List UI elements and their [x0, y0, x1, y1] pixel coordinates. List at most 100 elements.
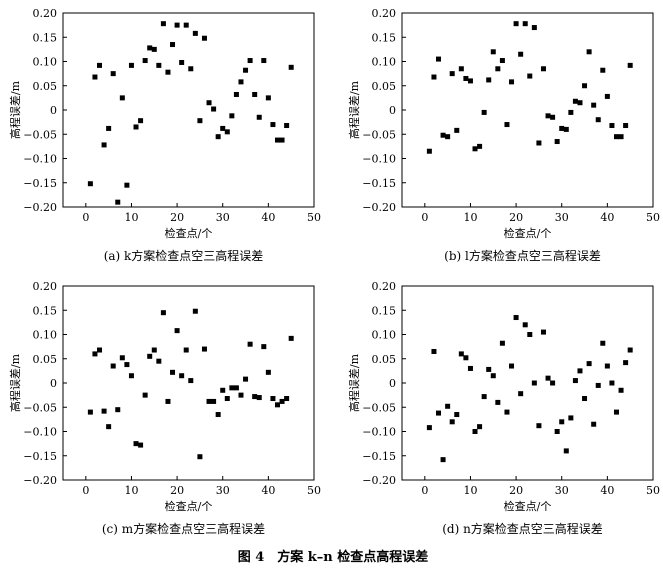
- data-point: [627, 62, 633, 68]
- data-point: [115, 407, 121, 413]
- y-tick-label: 0.10: [33, 56, 58, 69]
- data-point: [458, 351, 464, 357]
- data-point: [279, 398, 285, 404]
- data-point: [445, 403, 451, 409]
- data-point: [170, 369, 176, 375]
- y-tick-label: −0.20: [23, 474, 57, 487]
- y-tick-label: −0.05: [362, 401, 396, 414]
- y-tick-label: −0.20: [362, 201, 396, 214]
- data-point: [513, 21, 519, 27]
- data-point: [436, 56, 442, 62]
- x-tick-label: 30: [216, 484, 230, 497]
- data-point: [486, 366, 492, 372]
- data-point: [215, 134, 221, 140]
- x-tick-label: 10: [124, 211, 138, 224]
- data-point: [92, 74, 98, 80]
- data-point: [188, 378, 194, 384]
- x-tick-label: 20: [170, 484, 184, 497]
- chart-caption: (a) k方案检查点空三高程误差: [104, 248, 264, 263]
- y-tick-label: 0.05: [372, 353, 397, 366]
- data-point: [623, 360, 629, 366]
- data-point: [229, 385, 235, 391]
- x-tick-label: 0: [82, 484, 89, 497]
- data-point: [499, 58, 505, 64]
- data-point: [426, 148, 432, 154]
- data-point: [609, 123, 615, 129]
- data-point: [106, 125, 112, 131]
- x-tick-label: 50: [307, 484, 321, 497]
- data-point: [106, 424, 112, 430]
- data-point: [288, 335, 294, 341]
- y-tick-label: 0.05: [33, 80, 58, 93]
- data-point: [604, 363, 610, 369]
- data-point: [183, 22, 189, 28]
- y-tick-label: −0.05: [362, 128, 396, 141]
- data-point: [211, 106, 217, 112]
- data-point: [97, 62, 103, 68]
- data-point: [613, 409, 619, 415]
- data-point: [160, 310, 166, 316]
- data-point: [509, 363, 515, 369]
- x-tick-label: 40: [261, 484, 275, 497]
- data-point: [211, 398, 217, 404]
- data-point: [133, 441, 139, 447]
- x-tick-label: 0: [421, 211, 428, 224]
- data-point: [261, 344, 267, 350]
- data-point: [550, 114, 556, 120]
- data-point: [284, 396, 290, 402]
- data-point: [490, 373, 496, 379]
- data-point: [243, 67, 249, 73]
- y-tick-label: 0.15: [33, 304, 58, 317]
- y-tick-label: 0.20: [372, 7, 397, 20]
- y-tick-label: 0: [389, 104, 396, 117]
- data-point: [170, 42, 176, 48]
- data-point: [115, 199, 121, 205]
- data-point: [495, 66, 501, 72]
- data-point: [197, 454, 203, 460]
- chart-d: 0.20 0.15 0.10 0.05 0 −0.05 −0.10 −0.15 −0.20 0 10…: [347, 280, 660, 536]
- data-point: [563, 448, 569, 454]
- data-point: [138, 442, 144, 448]
- data-point: [87, 181, 93, 187]
- y-axis-label: 高程误差/m: [8, 353, 22, 412]
- data-point: [279, 137, 285, 143]
- data-point: [133, 124, 139, 130]
- data-point: [261, 58, 267, 64]
- data-point: [238, 392, 244, 398]
- x-axis-label: 检查点/个: [165, 499, 213, 513]
- data-point: [591, 102, 597, 108]
- data-point: [559, 125, 565, 131]
- chart-a: 0.20 0.15 0.10 0.05 0 −0.05 −0.10 −0.15 −0.20 0 10…: [8, 7, 321, 263]
- data-point: [600, 67, 606, 73]
- data-point: [582, 83, 588, 89]
- x-tick-label: 30: [555, 484, 569, 497]
- data-point: [509, 79, 515, 85]
- data-point: [220, 125, 226, 131]
- data-point: [197, 118, 203, 124]
- data-point: [586, 49, 592, 55]
- y-tick-label: 0.15: [372, 31, 397, 44]
- data-point: [101, 142, 107, 148]
- data-point: [554, 429, 560, 434]
- data-point: [595, 382, 601, 388]
- data-point: [572, 378, 578, 384]
- data-point: [568, 415, 574, 421]
- y-tick-label: −0.15: [23, 450, 57, 463]
- data-point: [540, 66, 546, 72]
- figure-title: 图 4 方案 k–n 检查点高程误差: [238, 549, 429, 565]
- x-tick-label: 10: [463, 211, 477, 224]
- y-tick-label: −0.10: [362, 153, 396, 166]
- data-point: [550, 380, 556, 386]
- data-point: [627, 347, 633, 353]
- chart-b: 0.20 0.15 0.10 0.05 0 −0.05 −0.10 −0.15 −0.20 0 10…: [347, 7, 660, 263]
- data-point: [577, 100, 583, 106]
- x-tick-label: 30: [216, 211, 230, 224]
- data-point: [522, 322, 528, 328]
- y-tick-label: −0.15: [362, 450, 396, 463]
- data-point: [536, 140, 542, 146]
- data-point: [527, 332, 533, 337]
- data-point: [463, 75, 469, 81]
- data-point: [563, 126, 569, 132]
- data-point: [518, 391, 524, 397]
- y-tick-label: −0.10: [23, 426, 57, 439]
